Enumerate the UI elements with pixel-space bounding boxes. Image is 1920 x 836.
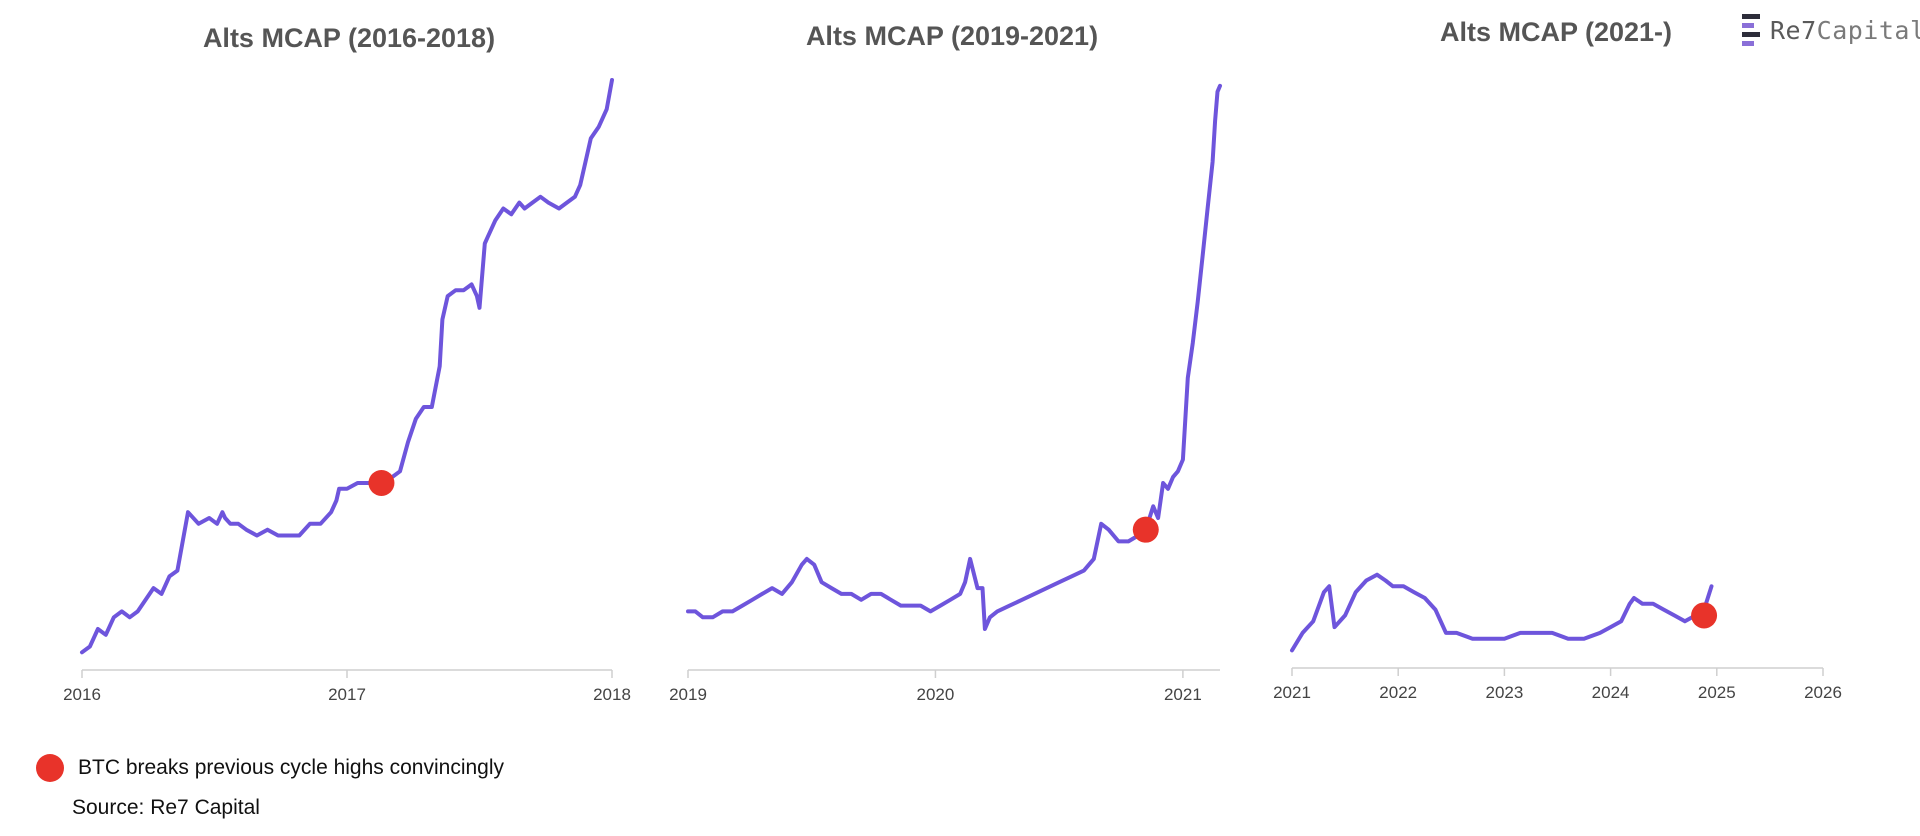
source-note: Source: Re7 Capital [72, 796, 260, 819]
btc-breakout-marker [368, 469, 395, 496]
btc-breakout-marker [1691, 602, 1718, 629]
chart-title: Alts MCAP (2019-2021) [806, 21, 1098, 51]
alts-mcap-series-line [1290, 572, 1714, 653]
x-tick-label: 2019 [669, 685, 707, 704]
logo-wordmark: Re7Capital [1770, 16, 1920, 45]
x-tick-label: 2021 [1164, 685, 1202, 704]
chart-title: Alts MCAP (2016-2018) [203, 23, 495, 53]
x-tick-label: 2024 [1592, 683, 1630, 702]
chart-alts-mcap-2016-2018: Alts MCAP (2016-2018) 2016 2017 2018 [63, 23, 631, 704]
re7-logo-icon [1742, 14, 1760, 46]
x-tick-label: 2026 [1804, 683, 1842, 702]
chart-title: Alts MCAP (2021-) [1440, 17, 1672, 47]
logo-brand-a: Re7 [1770, 15, 1817, 45]
legend-marker-dot [36, 754, 64, 782]
alts-mcap-series-line [80, 78, 614, 655]
btc-breakout-marker [1132, 516, 1159, 543]
chart-alts-mcap-2019-2021: Alts MCAP (2019-2021) 2019 2020 2021 [669, 21, 1222, 704]
x-tick-label: 2017 [328, 685, 366, 704]
legend: BTC breaks previous cycle highs convinci… [36, 754, 504, 782]
x-tick-label: 2022 [1379, 683, 1417, 702]
x-tick-label: 2018 [593, 685, 631, 704]
x-tick-label: 2016 [63, 685, 101, 704]
logo-brand-b: Capital [1816, 15, 1920, 45]
x-tick-label: 2020 [917, 685, 955, 704]
re7-capital-logo: Re7Capital [1742, 14, 1920, 46]
alts-mcap-series-line [686, 83, 1222, 631]
legend-label: BTC breaks previous cycle highs convinci… [78, 756, 505, 779]
x-tick-label: 2023 [1485, 683, 1523, 702]
x-tick-label: 2025 [1698, 683, 1736, 702]
x-tick-label: 2021 [1273, 683, 1311, 702]
chart-alts-mcap-2021-onward: Alts MCAP (2021-) 2021 2022 2023 2024 2025 20… [1273, 17, 1842, 702]
